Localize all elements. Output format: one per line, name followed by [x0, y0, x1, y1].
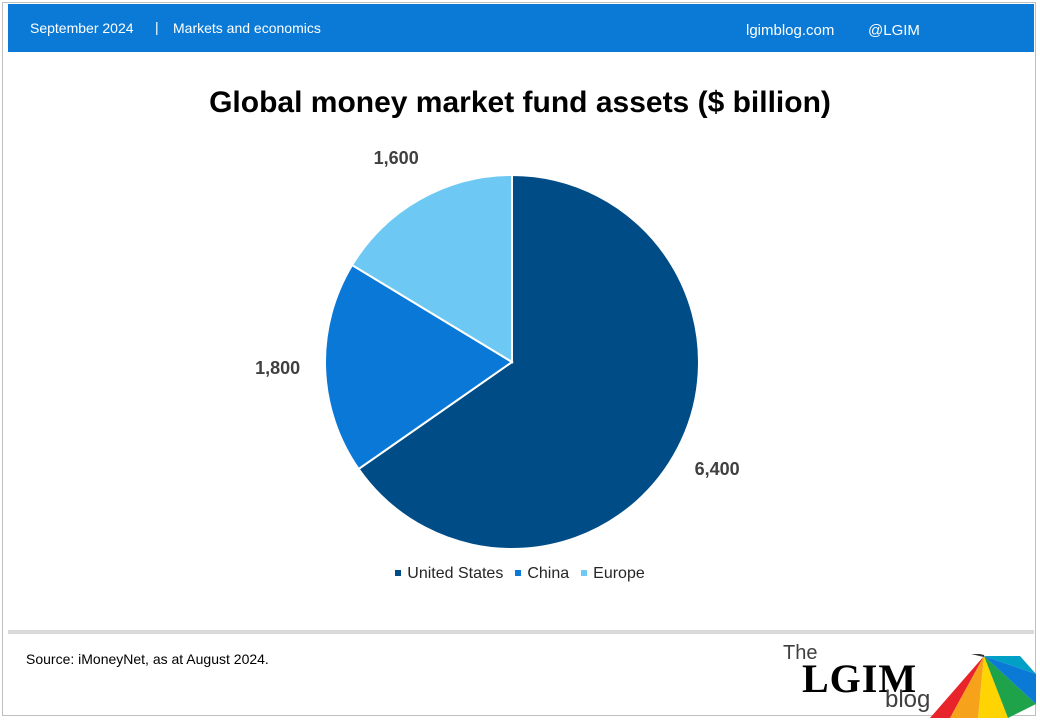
chart-title: Global money market fund assets ($ billi… — [209, 86, 831, 119]
header-social-handle[interactable]: @LGIM — [868, 22, 920, 39]
header-topic[interactable]: Markets and economics — [173, 20, 321, 36]
umbrella-icon — [930, 654, 1036, 718]
chart-legend: United States China Europe — [0, 565, 1040, 583]
legend-label: China — [527, 565, 570, 582]
data-label-china: 1,800 — [255, 358, 301, 379]
legend-item-europe: Europe — [581, 565, 645, 583]
data-label-europe: 1,600 — [373, 147, 419, 168]
header-site-link[interactable]: lgimblog.com — [746, 22, 835, 39]
legend-swatch — [581, 569, 588, 576]
source-note: Source: iMoneyNet, as at August 2024. — [26, 651, 269, 667]
legend-label: Europe — [593, 565, 645, 582]
header-bar: September 2024 | Markets and economics l… — [8, 4, 1034, 52]
legend-item-united-states: United States — [395, 565, 503, 583]
pie-slice-united-states — [357, 173, 700, 550]
logo-the: The — [783, 642, 818, 664]
legend-label: United States — [407, 565, 504, 582]
legend-swatch — [395, 569, 402, 576]
logo-lgim: LGIM — [802, 656, 918, 701]
data-label-united-states: 6,400 — [694, 458, 740, 479]
header-date: September 2024 — [30, 20, 134, 36]
logo-blog: blog — [885, 686, 931, 713]
header-separator: | — [155, 19, 159, 35]
legend-swatch — [515, 569, 522, 576]
lgim-blog-logo: The LGIM blog — [780, 640, 1036, 718]
pie-slice-china — [324, 263, 514, 471]
legend-item-china: China — [515, 565, 569, 583]
pie-slice-europe — [350, 173, 513, 364]
footer-divider — [8, 630, 1034, 634]
